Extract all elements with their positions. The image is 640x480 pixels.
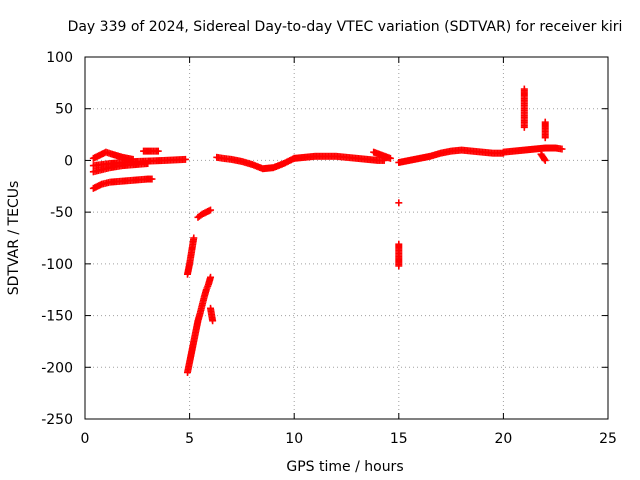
data-point bbox=[538, 151, 546, 159]
x-tick-label: 5 bbox=[185, 431, 194, 447]
axis-ticks: 0 5 10 15 20 25 -250 -200 -150 -100 -50 0 50 100 bbox=[41, 50, 617, 447]
x-tick-label: 20 bbox=[494, 431, 512, 447]
data-point bbox=[207, 206, 215, 214]
data-point bbox=[395, 199, 403, 207]
data-point bbox=[520, 123, 528, 131]
data-point bbox=[537, 150, 545, 158]
y-tick-label: -150 bbox=[41, 309, 73, 325]
x-tick-label: 25 bbox=[599, 431, 617, 447]
y-tick-label: -50 bbox=[50, 205, 73, 221]
data-point bbox=[190, 234, 198, 242]
data-point bbox=[207, 273, 215, 281]
chart-title: Day 339 of 2024, Sidereal Day-to-day VTE… bbox=[68, 19, 623, 35]
y-tick-label: -100 bbox=[41, 257, 73, 273]
x-tick-label: 0 bbox=[81, 431, 90, 447]
data-point bbox=[209, 317, 217, 325]
data-point bbox=[181, 155, 189, 163]
y-tick-label: -200 bbox=[41, 360, 73, 376]
y-tick-label: 0 bbox=[64, 153, 73, 169]
x-tick-label: 15 bbox=[390, 431, 408, 447]
data-point bbox=[558, 145, 566, 153]
plot-frame bbox=[84, 56, 609, 420]
x-axis-label: GPS time / hours bbox=[286, 459, 403, 475]
x-tick-label: 10 bbox=[285, 431, 303, 447]
data-point bbox=[395, 262, 403, 270]
data-point bbox=[541, 134, 549, 142]
y-tick-label: 100 bbox=[46, 50, 73, 66]
y-axis-label: SDTVAR / TECUs bbox=[6, 181, 22, 296]
data-point bbox=[144, 160, 152, 168]
data-points bbox=[89, 85, 566, 376]
y-tick-label: -250 bbox=[41, 412, 73, 428]
data-point bbox=[148, 175, 156, 183]
data-point bbox=[154, 147, 162, 155]
y-tick-label: 50 bbox=[55, 102, 73, 118]
grid-layer bbox=[85, 57, 608, 419]
data-point bbox=[386, 154, 394, 162]
